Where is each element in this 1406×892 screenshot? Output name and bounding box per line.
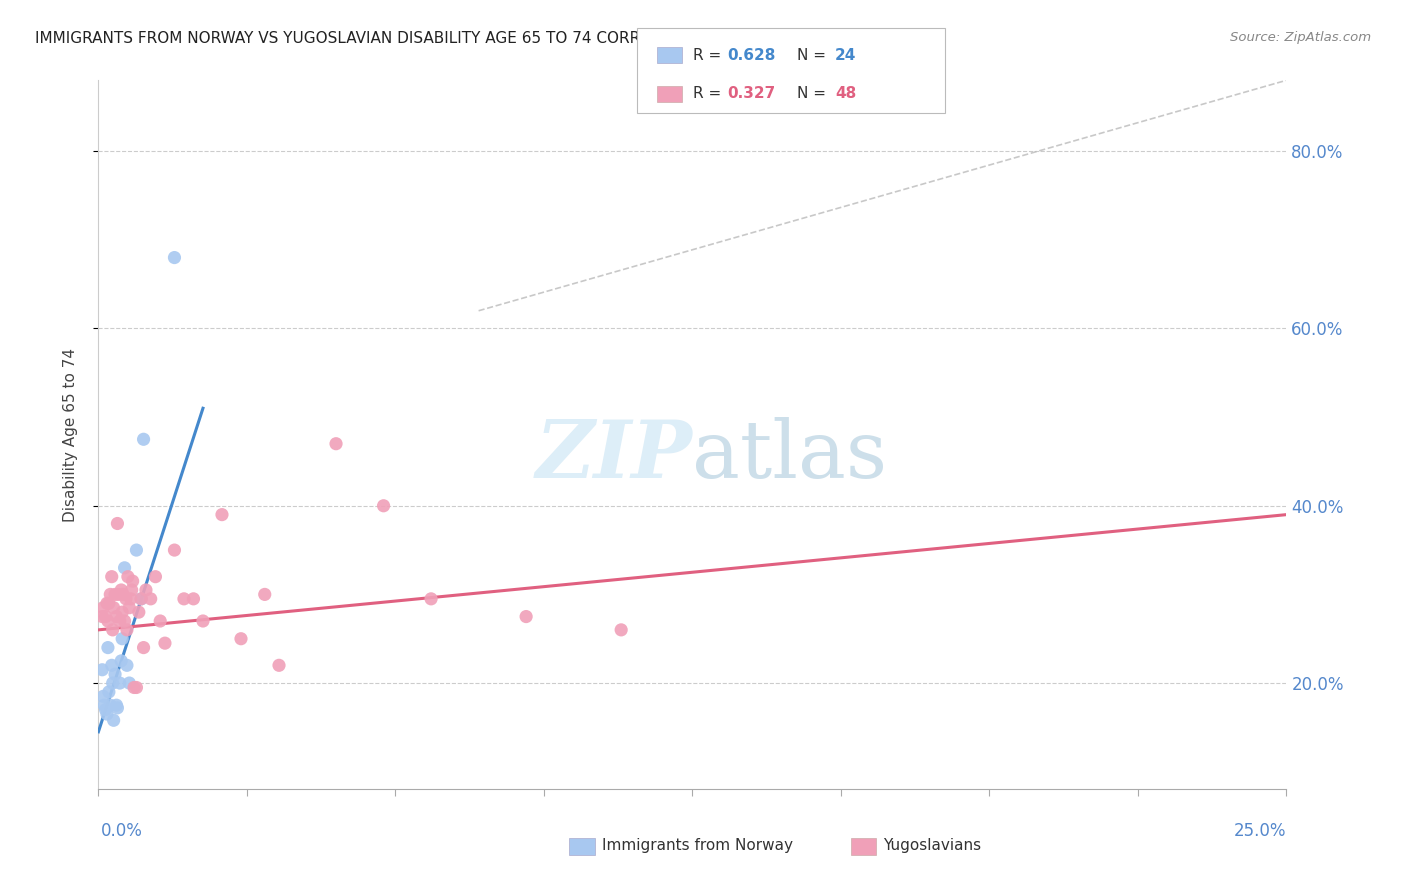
Point <box>105 609 128 624</box>
Point <box>128 605 150 619</box>
Point <box>253 587 276 601</box>
Point <box>420 591 443 606</box>
Point <box>104 667 127 681</box>
Text: Source: ZipAtlas.com: Source: ZipAtlas.com <box>1230 31 1371 45</box>
Point <box>107 516 129 531</box>
Point <box>94 703 117 717</box>
Point <box>153 636 176 650</box>
Point <box>139 591 162 606</box>
Text: Yugoslavians: Yugoslavians <box>883 838 981 853</box>
Point <box>110 654 132 668</box>
Text: N =: N = <box>797 87 831 101</box>
Point <box>98 698 121 713</box>
Point <box>191 614 214 628</box>
Point <box>107 701 129 715</box>
Point <box>108 614 131 628</box>
Point <box>515 609 537 624</box>
Point <box>98 587 121 601</box>
Point <box>100 658 122 673</box>
Text: R =: R = <box>693 47 727 62</box>
Point <box>112 587 135 601</box>
Text: 0.628: 0.628 <box>727 47 775 62</box>
Point <box>129 591 152 606</box>
Point <box>211 508 233 522</box>
Point <box>132 432 155 446</box>
Point <box>97 596 120 610</box>
Point <box>91 690 114 704</box>
Point <box>97 640 120 655</box>
Text: ZIP: ZIP <box>536 417 693 495</box>
Point <box>91 600 114 615</box>
Text: 25.0%: 25.0% <box>1234 822 1286 840</box>
Point <box>125 543 148 558</box>
Text: atlas: atlas <box>693 417 887 495</box>
Point <box>111 632 134 646</box>
Text: 48: 48 <box>835 87 856 101</box>
Point <box>93 698 115 713</box>
Point <box>94 609 117 624</box>
Text: R =: R = <box>693 87 727 101</box>
Point <box>111 605 134 619</box>
Point <box>163 251 186 265</box>
Point <box>121 582 143 597</box>
Point <box>115 658 138 673</box>
Point <box>100 570 122 584</box>
Point <box>97 614 120 628</box>
Point <box>107 587 129 601</box>
Point <box>132 640 155 655</box>
Point <box>91 609 114 624</box>
Point <box>129 591 152 606</box>
Point <box>125 681 148 695</box>
Text: 0.327: 0.327 <box>727 87 775 101</box>
Point <box>103 713 125 727</box>
Point <box>115 591 138 606</box>
Point <box>104 587 127 601</box>
Text: IMMIGRANTS FROM NORWAY VS YUGOSLAVIAN DISABILITY AGE 65 TO 74 CORRELATION CHART: IMMIGRANTS FROM NORWAY VS YUGOSLAVIAN DI… <box>35 31 762 46</box>
Point <box>118 676 141 690</box>
Point <box>267 658 290 673</box>
Point <box>101 623 124 637</box>
Point <box>145 570 167 584</box>
Point <box>118 600 141 615</box>
Point <box>114 614 136 628</box>
Point <box>96 596 118 610</box>
Point <box>115 623 138 637</box>
Point <box>117 570 139 584</box>
Point <box>173 591 195 606</box>
Text: N =: N = <box>797 47 831 62</box>
Y-axis label: Disability Age 65 to 74: Disability Age 65 to 74 <box>63 348 77 522</box>
Text: 24: 24 <box>835 47 856 62</box>
Point <box>91 663 114 677</box>
Point <box>325 436 347 450</box>
Point <box>149 614 172 628</box>
Point <box>110 582 132 597</box>
Point <box>122 681 145 695</box>
Point <box>229 632 252 646</box>
Point <box>135 582 157 597</box>
Point <box>183 591 205 606</box>
Point <box>373 499 395 513</box>
Point <box>96 707 118 722</box>
Point <box>114 561 136 575</box>
Point <box>121 574 143 588</box>
Point <box>101 676 124 690</box>
Point <box>120 591 142 606</box>
Point <box>163 543 186 558</box>
Point <box>105 698 128 713</box>
Point <box>97 685 120 699</box>
Text: Immigrants from Norway: Immigrants from Norway <box>602 838 793 853</box>
Text: 0.0%: 0.0% <box>101 822 143 840</box>
Point <box>610 623 633 637</box>
Point <box>108 676 131 690</box>
Point <box>103 600 125 615</box>
